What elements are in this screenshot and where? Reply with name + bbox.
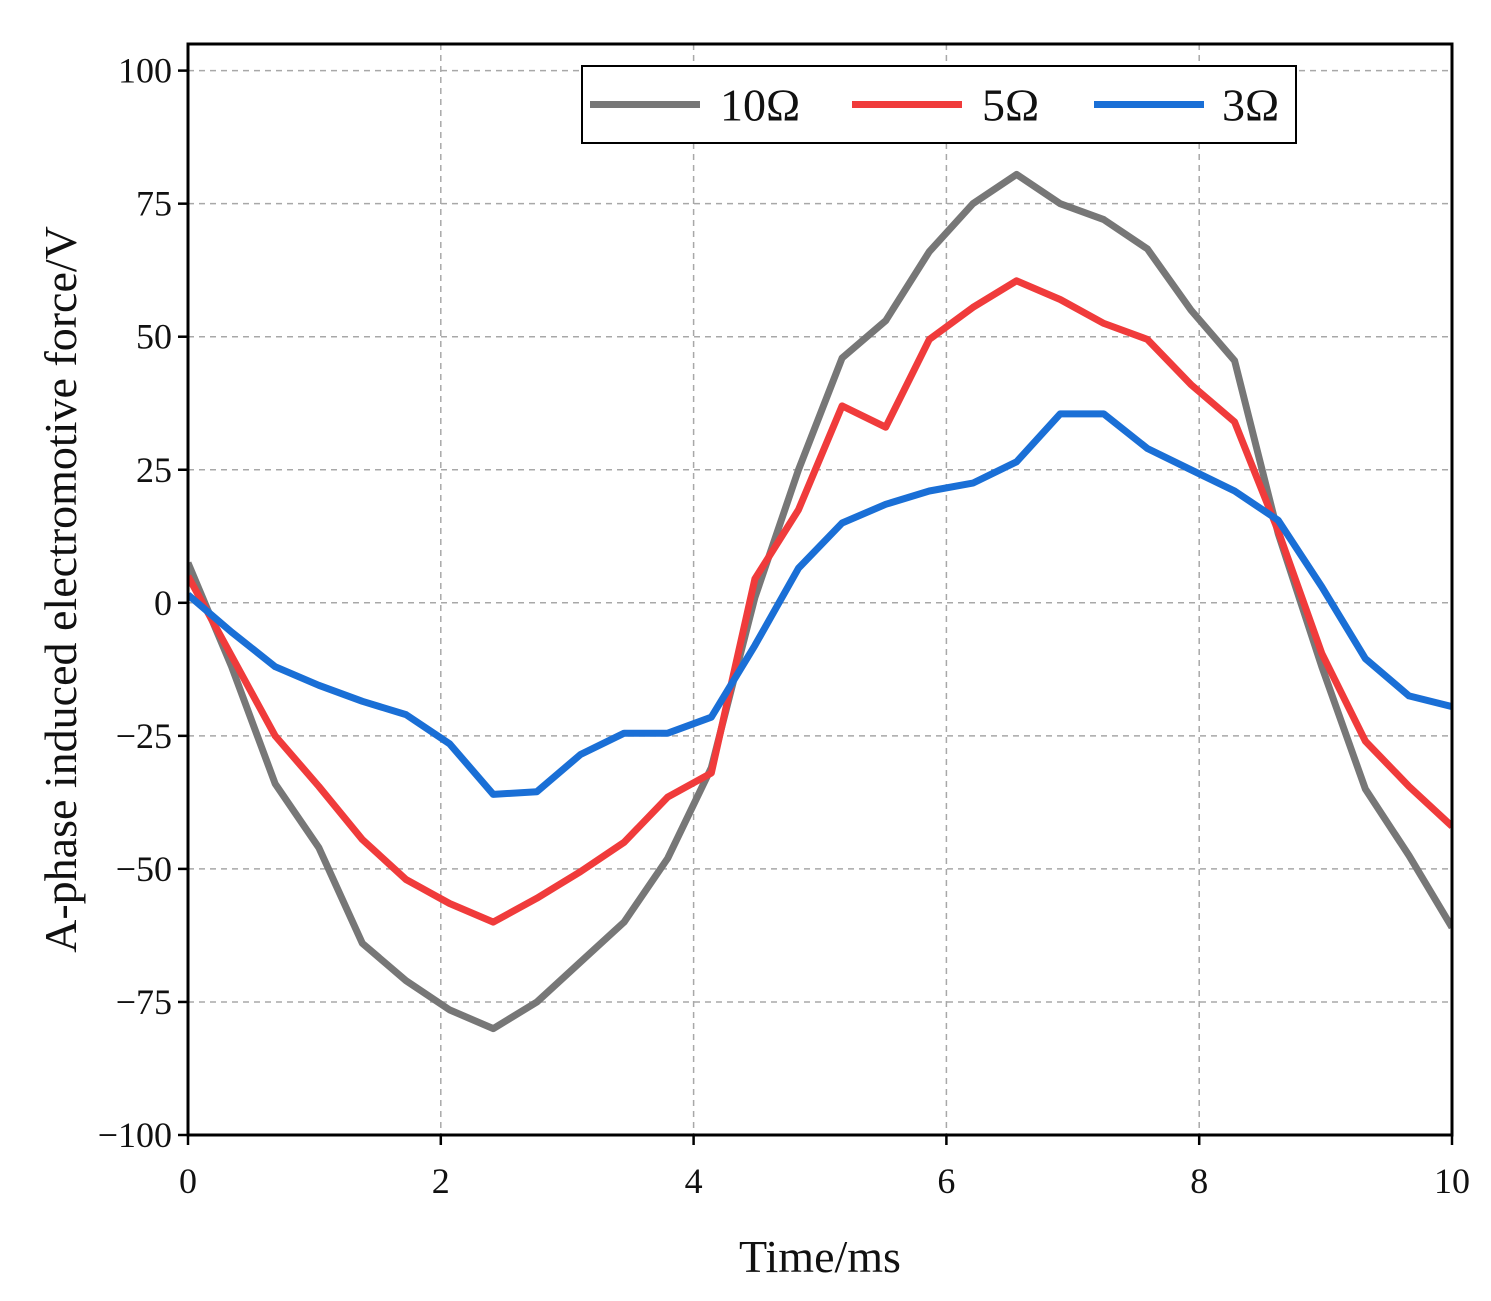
- legend-label-1: 5Ω: [982, 80, 1039, 131]
- y-tick-label: −50: [116, 849, 172, 889]
- series-layer: [188, 170, 1452, 1033]
- grid: [188, 44, 1452, 1135]
- y-tick-label: 0: [154, 583, 172, 623]
- y-tick-label: 25: [136, 450, 172, 490]
- x-tick-label: 8: [1190, 1161, 1208, 1201]
- plot-frame: [186, 42, 1454, 1137]
- x-tick-label: 2: [432, 1161, 450, 1201]
- x-tick-label: 0: [179, 1161, 197, 1201]
- series-line-1: [188, 277, 1452, 926]
- y-tick-label: −25: [116, 716, 172, 756]
- y-tick-label: −100: [98, 1115, 172, 1155]
- y-tick-label: 100: [118, 51, 172, 91]
- series-line-0: [188, 170, 1452, 1033]
- y-axis-title: A-phase induced electromotive force/V: [35, 226, 86, 953]
- legend: 10Ω 5Ω 3Ω: [581, 65, 1297, 144]
- legend-label-0: 10Ω: [720, 80, 800, 131]
- legend-label-2: 3Ω: [1222, 80, 1279, 131]
- x-tick-label: 6: [937, 1161, 955, 1201]
- y-tick-label: 50: [136, 317, 172, 357]
- y-tick-label: −75: [116, 982, 172, 1022]
- series-line-2: [188, 410, 1452, 798]
- x-axis-title: Time/ms: [739, 1231, 901, 1282]
- y-tick-label: 75: [136, 184, 172, 224]
- x-tick-label: 10: [1434, 1161, 1470, 1201]
- ticks: −100 −75 −50 −25 0 25 50 75 100 0 2 4 6 8 10: [98, 51, 1470, 1201]
- x-tick-label: 4: [685, 1161, 703, 1201]
